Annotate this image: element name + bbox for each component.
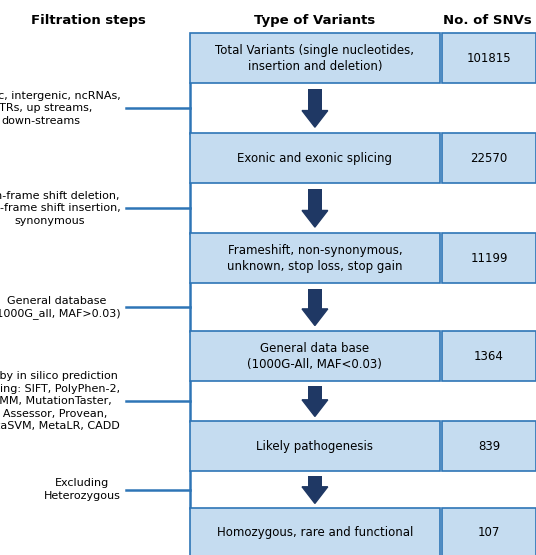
Text: No. of SNVs: No. of SNVs	[443, 14, 532, 27]
Text: Likely pathogenesis: Likely pathogenesis	[256, 440, 374, 453]
Polygon shape	[302, 110, 327, 127]
Polygon shape	[302, 400, 327, 416]
Text: Filtration steps: Filtration steps	[31, 14, 146, 27]
FancyBboxPatch shape	[442, 33, 536, 83]
Text: 839: 839	[478, 440, 500, 453]
FancyBboxPatch shape	[442, 233, 536, 283]
Text: 107: 107	[478, 526, 500, 539]
FancyBboxPatch shape	[190, 421, 440, 471]
FancyBboxPatch shape	[308, 476, 322, 487]
FancyBboxPatch shape	[308, 189, 322, 210]
Text: 22570: 22570	[471, 152, 508, 165]
Polygon shape	[302, 309, 327, 326]
Text: Type of Variants: Type of Variants	[254, 14, 376, 27]
Text: Evaluated by in silico prediction
tools including: SIFT, PolyPhen-2,
LRT, FATHMM: Evaluated by in silico prediction tools …	[0, 371, 121, 431]
FancyBboxPatch shape	[190, 33, 440, 83]
Text: 1364: 1364	[474, 350, 504, 363]
Text: General database
(1000G_all, MAF>0.03): General database (1000G_all, MAF>0.03)	[0, 296, 121, 319]
FancyBboxPatch shape	[308, 89, 322, 110]
Text: Non-frame shift deletion,
non-frame shift insertion,
synonymous: Non-frame shift deletion, non-frame shif…	[0, 191, 121, 225]
FancyBboxPatch shape	[308, 289, 322, 309]
Text: Frameshift, non-synonymous,
unknown, stop loss, stop gain: Frameshift, non-synonymous, unknown, sto…	[227, 244, 403, 273]
Text: Intronic, intergenic, ncRNAs,
UTRs, up streams,
down-streams: Intronic, intergenic, ncRNAs, UTRs, up s…	[0, 91, 121, 125]
Text: 11199: 11199	[471, 251, 508, 265]
Text: Total Variants (single nucleotides,
insertion and deletion): Total Variants (single nucleotides, inse…	[215, 44, 414, 73]
FancyBboxPatch shape	[190, 233, 440, 283]
Text: 101815: 101815	[467, 52, 511, 65]
FancyBboxPatch shape	[442, 331, 536, 381]
Text: Exonic and exonic splicing: Exonic and exonic splicing	[237, 152, 392, 165]
FancyBboxPatch shape	[442, 508, 536, 555]
Text: Homozygous, rare and functional: Homozygous, rare and functional	[217, 526, 413, 539]
FancyBboxPatch shape	[190, 133, 440, 183]
FancyBboxPatch shape	[442, 421, 536, 471]
Text: Excluding
Heterozygous: Excluding Heterozygous	[44, 478, 121, 501]
FancyBboxPatch shape	[308, 386, 322, 400]
Polygon shape	[302, 210, 327, 227]
Text: General data base
(1000G-All, MAF<0.03): General data base (1000G-All, MAF<0.03)	[248, 342, 382, 371]
FancyBboxPatch shape	[190, 508, 440, 555]
FancyBboxPatch shape	[190, 331, 440, 381]
Polygon shape	[302, 487, 327, 503]
FancyBboxPatch shape	[442, 133, 536, 183]
